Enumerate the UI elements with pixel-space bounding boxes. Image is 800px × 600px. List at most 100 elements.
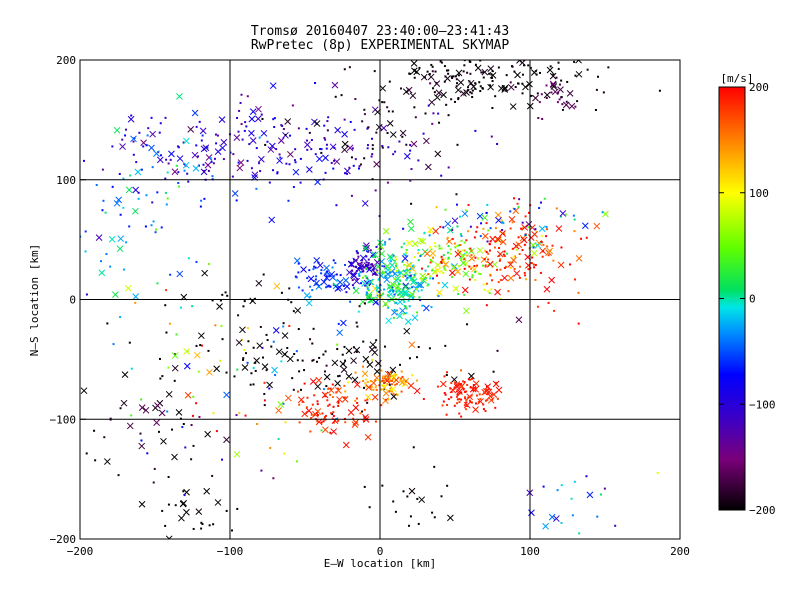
- scatter-cross-point: [510, 256, 517, 264]
- scatter-cross-point: [403, 327, 411, 335]
- scatter-dot-point: [465, 401, 468, 404]
- scatter-dot-point: [440, 174, 443, 177]
- scatter-cross-point: [557, 261, 565, 269]
- scatter-dot-point: [250, 167, 253, 170]
- scatter-dot-point: [130, 367, 133, 370]
- scatter-dot-point: [385, 276, 388, 279]
- scatter-dot-point: [250, 372, 253, 375]
- scatter-dot-point: [260, 469, 263, 472]
- scatter-dot-point: [354, 98, 357, 101]
- scatter-dot-point: [471, 274, 474, 277]
- scatter-dot-point: [269, 446, 272, 449]
- scatter-dot-point: [326, 285, 329, 288]
- scatter-dot-point: [443, 65, 446, 68]
- y-axis-label: N–S location [km]: [28, 244, 41, 357]
- scatter-dot-point: [486, 203, 489, 206]
- scatter-cross-point: [492, 380, 500, 388]
- scatter-dot-point: [369, 380, 372, 383]
- scatter-cross-point: [532, 94, 539, 102]
- scatter-dot-point: [375, 245, 378, 248]
- scatter-dot-point: [182, 490, 185, 493]
- scatter-dot-point: [545, 235, 548, 238]
- scatter-dot-point: [311, 342, 314, 345]
- scatter-cross-point: [286, 355, 294, 363]
- scatter-dot-point: [167, 476, 170, 479]
- scatter-dot-point: [447, 256, 450, 259]
- scatter-cross-point: [383, 276, 391, 284]
- scatter-cross-point: [399, 129, 407, 137]
- scatter-dot-point: [175, 333, 178, 336]
- scatter-dot-point: [469, 61, 472, 64]
- scatter-dot-point: [381, 265, 384, 268]
- scatter-cross-point: [297, 396, 305, 404]
- scatter-dot-point: [297, 271, 300, 274]
- scatter-dot-point: [459, 244, 462, 247]
- scatter-dot-point: [486, 385, 489, 388]
- scatter-dot-point: [84, 250, 87, 253]
- scatter-dot-point: [350, 156, 353, 159]
- scatter-cross-point: [501, 274, 508, 282]
- scatter-dot-point: [479, 60, 482, 62]
- scatter-dot-point: [542, 250, 545, 253]
- scatter-dot-point: [408, 72, 411, 75]
- scatter-cross-point: [171, 352, 179, 359]
- scatter-dot-point: [297, 390, 300, 393]
- scatter-dot-point: [380, 404, 383, 407]
- scatter-dot-point: [351, 147, 354, 150]
- scatter-dot-point: [440, 247, 443, 250]
- scatter-dot-point: [273, 126, 276, 129]
- scatter-dot-point: [325, 364, 328, 367]
- scatter-dot-point: [420, 289, 423, 292]
- scatter-dot-point: [111, 185, 114, 188]
- scatter-cross-point: [350, 357, 357, 365]
- scatter-dot-point: [357, 167, 360, 170]
- scatter-dot-point: [391, 379, 394, 382]
- scatter-cross-point: [413, 387, 421, 395]
- scatter-dot-point: [496, 397, 499, 400]
- scatter-dot-point: [320, 272, 323, 275]
- scatter-dot-point: [240, 93, 243, 96]
- scatter-dot-point: [395, 262, 398, 265]
- scatter-dot-point: [459, 233, 462, 236]
- scatter-dot-point: [320, 151, 323, 154]
- scatter-dot-point: [578, 532, 581, 535]
- scatter-dot-point: [275, 148, 278, 151]
- scatter-dot-point: [469, 401, 472, 404]
- scatter-dot-point: [496, 349, 499, 352]
- scatter-dot-point: [306, 148, 309, 151]
- scatter-dot-point: [525, 278, 528, 281]
- scatter-dot-point: [103, 436, 106, 439]
- scatter-dot-point: [258, 162, 261, 165]
- scatter-dot-point: [489, 274, 492, 277]
- scatter-cross-point: [452, 285, 460, 292]
- scatter-dot-point: [211, 299, 214, 302]
- scatter-dot-point: [382, 271, 385, 274]
- scatter-cross-point: [383, 375, 390, 383]
- scatter-dot-point: [361, 276, 364, 279]
- scatter-dot-point: [547, 254, 550, 257]
- scatter-dot-point: [484, 264, 487, 267]
- scatter-dot-point: [337, 375, 340, 378]
- scatter-dot-point: [262, 273, 265, 276]
- scatter-dot-point: [457, 293, 460, 296]
- scatter-dot-point: [576, 100, 579, 103]
- scatter-dot-point: [237, 130, 240, 133]
- scatter-cross-point: [347, 261, 355, 268]
- scatter-dot-point: [517, 82, 520, 85]
- scatter-cross-point: [148, 144, 155, 152]
- scatter-dot-point: [392, 254, 395, 257]
- scatter-dot-point: [394, 510, 397, 513]
- scatter-dot-point: [392, 392, 395, 395]
- scatter-dot-point: [577, 291, 580, 294]
- scatter-dot-point: [352, 346, 355, 349]
- scatter-dot-point: [380, 380, 383, 383]
- scatter-dot-point: [324, 272, 327, 275]
- scatter-dot-point: [411, 374, 414, 377]
- scatter-dot-point: [242, 358, 245, 361]
- scatter-dot-point: [444, 269, 447, 272]
- scatter-dot-point: [496, 142, 499, 145]
- scatter-dot-point: [351, 269, 354, 272]
- scatter-cross-point: [331, 81, 339, 89]
- scatter-dot-point: [371, 178, 374, 181]
- scatter-cross-point: [300, 266, 307, 273]
